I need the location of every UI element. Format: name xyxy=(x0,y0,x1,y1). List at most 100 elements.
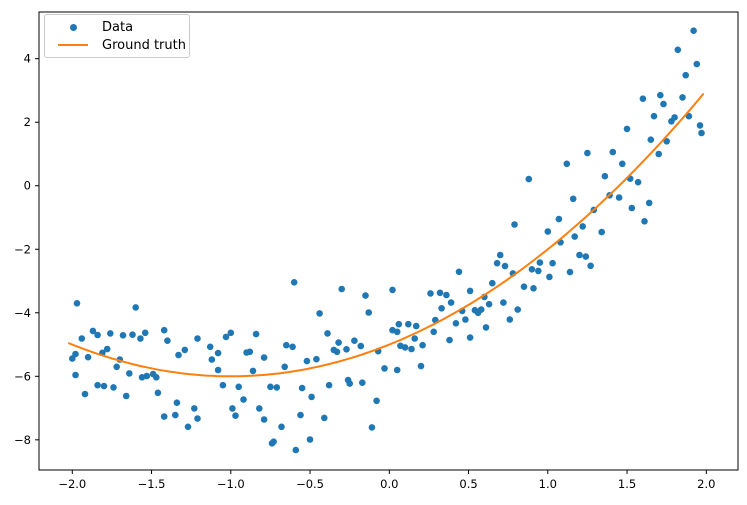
data-point xyxy=(229,405,236,412)
data-point xyxy=(343,346,350,353)
data-point xyxy=(219,381,227,389)
data-point xyxy=(401,344,409,351)
data-point xyxy=(191,405,198,412)
data-point xyxy=(153,374,160,381)
data-point xyxy=(690,27,697,34)
data-point xyxy=(373,397,380,405)
data-point xyxy=(255,405,263,412)
data-point xyxy=(181,346,189,354)
data-point xyxy=(411,335,419,342)
data-point xyxy=(671,114,678,121)
data-point xyxy=(73,300,81,307)
data-point xyxy=(89,327,97,335)
data-point xyxy=(485,300,493,308)
data-point xyxy=(316,310,323,317)
data-point xyxy=(555,215,563,223)
data-point xyxy=(289,343,296,351)
data-point xyxy=(351,337,358,345)
data-point xyxy=(674,46,682,54)
data-point xyxy=(698,129,705,137)
data-point xyxy=(500,299,507,306)
data-point xyxy=(94,381,101,389)
data-point xyxy=(657,91,664,99)
data-point xyxy=(368,424,376,431)
y-tick-label: −8 xyxy=(14,433,31,447)
data-point xyxy=(496,251,504,259)
data-point xyxy=(446,336,453,344)
legend-label-data: Data xyxy=(102,19,134,35)
data-point xyxy=(546,273,553,281)
data-point xyxy=(549,259,556,267)
legend-label-ground-truth: Ground truth xyxy=(102,37,186,53)
y-tick-label: −2 xyxy=(14,242,31,256)
data-point xyxy=(110,384,117,391)
data-point xyxy=(615,194,623,201)
data-point xyxy=(601,172,609,180)
legend: Data Ground truth xyxy=(44,14,190,58)
data-point xyxy=(443,291,450,299)
data-point xyxy=(260,354,268,361)
data-point xyxy=(520,283,528,291)
data-point xyxy=(679,94,686,101)
data-point xyxy=(227,329,235,337)
data-point xyxy=(260,416,268,423)
axes-frame xyxy=(38,11,739,471)
data-point xyxy=(72,371,79,379)
legend-item-data: Data xyxy=(54,18,183,36)
data-point xyxy=(571,233,578,240)
data-point xyxy=(511,221,518,228)
data-point xyxy=(100,382,108,390)
data-point xyxy=(333,348,341,356)
data-point xyxy=(365,309,373,316)
x-tick-label: 0.5 xyxy=(459,477,477,491)
data-point xyxy=(290,279,298,286)
data-point xyxy=(362,292,369,299)
data-point xyxy=(325,381,333,389)
legend-handle xyxy=(54,44,92,46)
data-point xyxy=(270,438,277,446)
data-point xyxy=(566,268,574,276)
data-point xyxy=(419,341,426,349)
data-point xyxy=(569,195,577,203)
data-point xyxy=(160,413,168,420)
data-point xyxy=(682,71,689,79)
data-point xyxy=(628,204,636,212)
y-tick-label: 4 xyxy=(24,52,31,66)
data-point xyxy=(184,423,192,431)
data-point xyxy=(208,356,216,363)
data-point xyxy=(252,330,260,338)
x-tick-label: 0.0 xyxy=(380,477,398,491)
data-point xyxy=(119,332,127,339)
data-point xyxy=(645,199,653,207)
data-point xyxy=(107,330,114,337)
data-point xyxy=(528,266,536,273)
data-point xyxy=(273,384,281,391)
x-tick-label: −2.0 xyxy=(58,477,86,491)
data-point xyxy=(283,341,290,349)
data-point xyxy=(576,251,583,259)
data-point xyxy=(297,411,304,419)
x-tick-label: 1.0 xyxy=(539,477,557,491)
legend-handle xyxy=(54,23,92,31)
ground-truth-line-icon xyxy=(58,44,88,46)
data-point xyxy=(427,290,434,297)
data-point xyxy=(501,262,509,270)
data-point xyxy=(240,396,247,403)
data-point xyxy=(267,383,274,391)
data-point xyxy=(206,343,214,351)
x-tick-label: −1.5 xyxy=(138,477,166,491)
data-point xyxy=(477,306,485,313)
data-point xyxy=(395,320,403,328)
legend-item-ground-truth: Ground truth xyxy=(54,36,186,54)
data-point xyxy=(306,436,314,443)
data-point xyxy=(113,363,120,371)
data-point xyxy=(619,160,626,168)
data-point xyxy=(462,316,469,323)
data-point xyxy=(655,150,662,158)
data-point xyxy=(535,267,542,275)
data-point xyxy=(623,125,631,133)
data-point xyxy=(525,175,533,183)
data-point xyxy=(544,228,552,235)
